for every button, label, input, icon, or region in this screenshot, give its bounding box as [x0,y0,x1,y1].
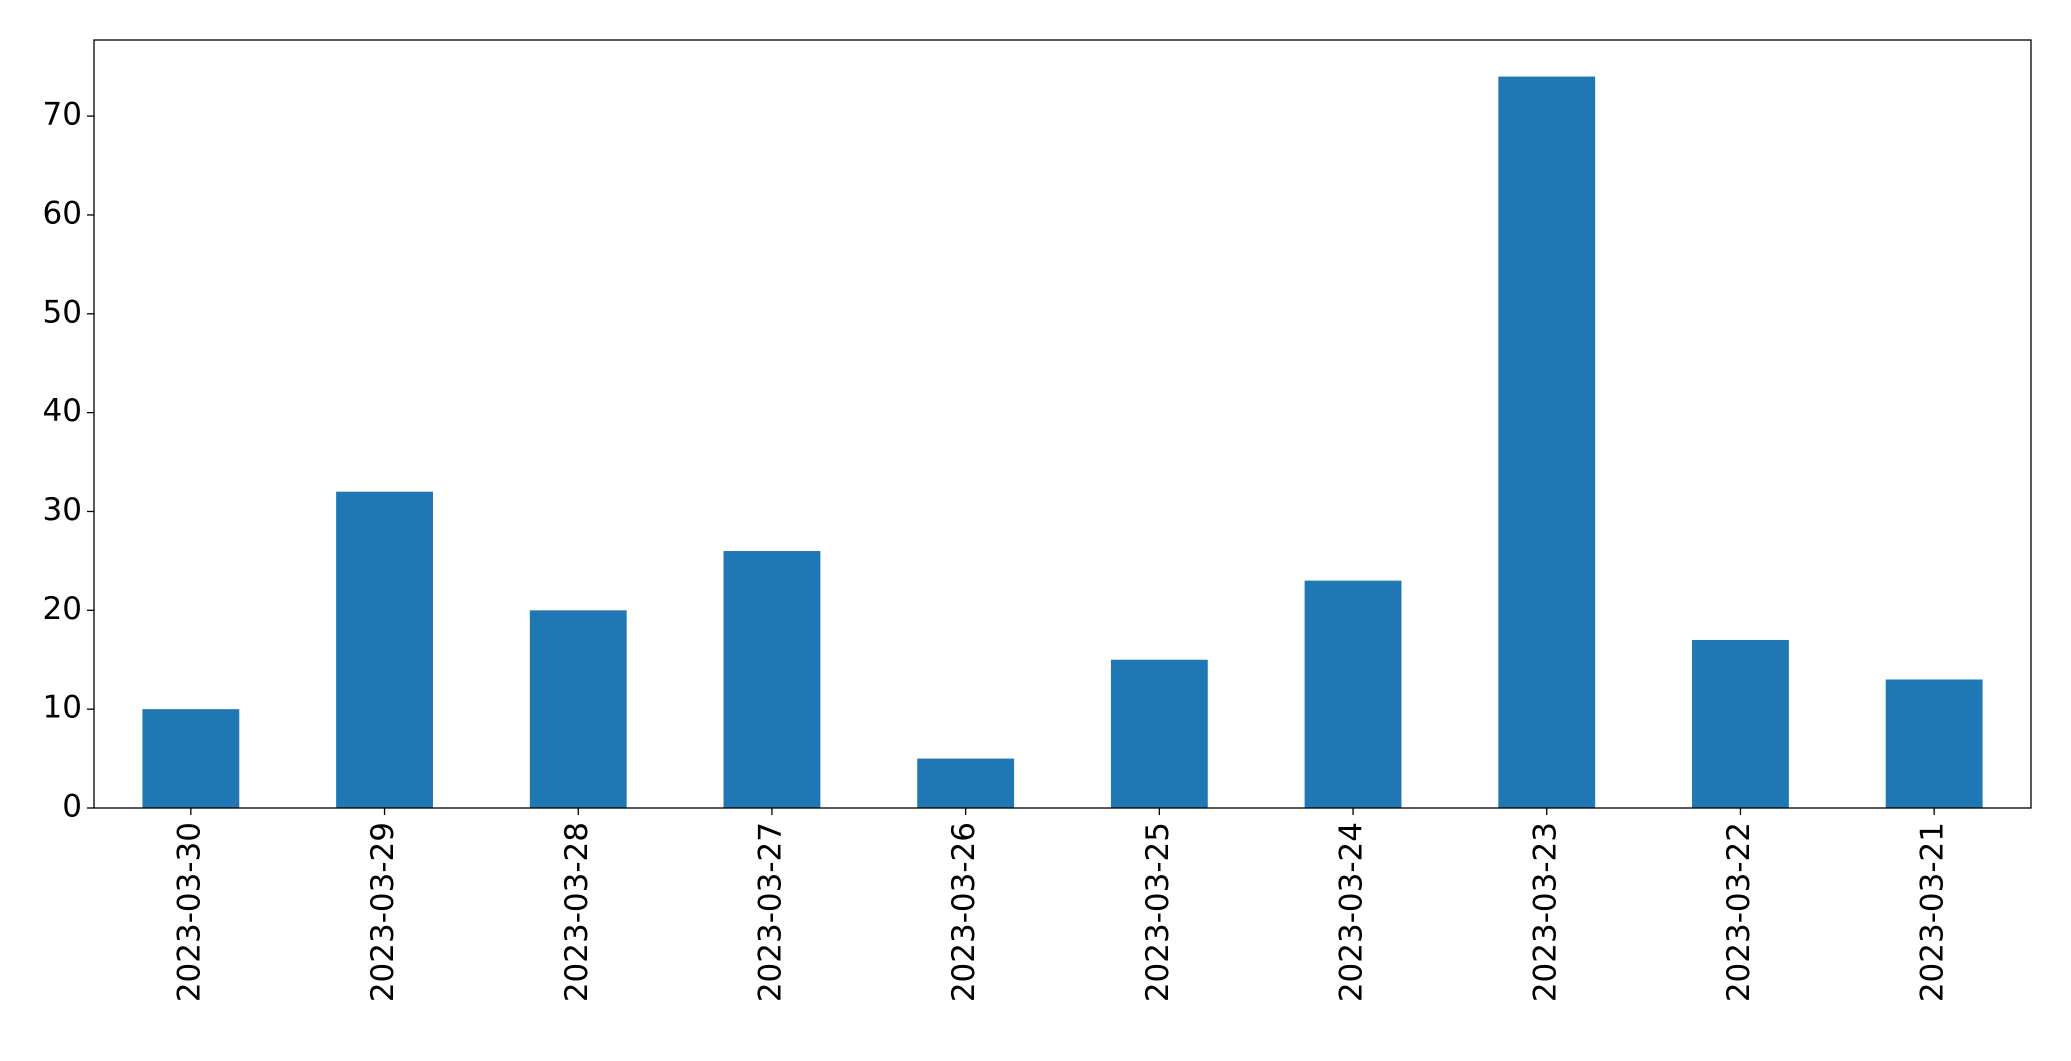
x-tick-label: 2023-03-25 [1140,822,1176,1002]
bar [1885,679,1983,808]
y-tick-label: 70 [43,97,82,133]
x-tick-label: 2023-03-27 [752,822,788,1002]
x-tick-label: 2023-03-21 [1915,822,1951,1002]
y-tick-label: 0 [62,789,82,825]
bar [529,610,627,808]
y-tick-label: 30 [43,492,82,528]
bar [1692,639,1789,808]
bar [1498,76,1596,809]
y-tick-label: 10 [43,690,82,726]
bar [1110,659,1208,808]
bar [142,709,240,808]
y-tick-label: 20 [43,591,82,627]
y-tick-label: 60 [43,195,82,231]
y-tick-label: 50 [43,294,82,330]
bar [1304,580,1402,808]
x-tick-label: 2023-03-30 [171,822,207,1002]
bar [336,491,433,808]
x-tick-label: 2023-03-26 [946,822,982,1002]
bar [917,758,1015,808]
x-tick-label: 2023-03-23 [1527,822,1563,1002]
y-tick-label: 40 [43,393,82,429]
plot-frame [93,39,2032,809]
bar [723,551,821,808]
x-tick-label: 2023-03-29 [365,822,401,1002]
x-tick-label: 2023-03-28 [559,822,595,1002]
x-tick-label: 2023-03-22 [1721,822,1757,1002]
x-tick-label: 2023-03-24 [1334,822,1370,1002]
